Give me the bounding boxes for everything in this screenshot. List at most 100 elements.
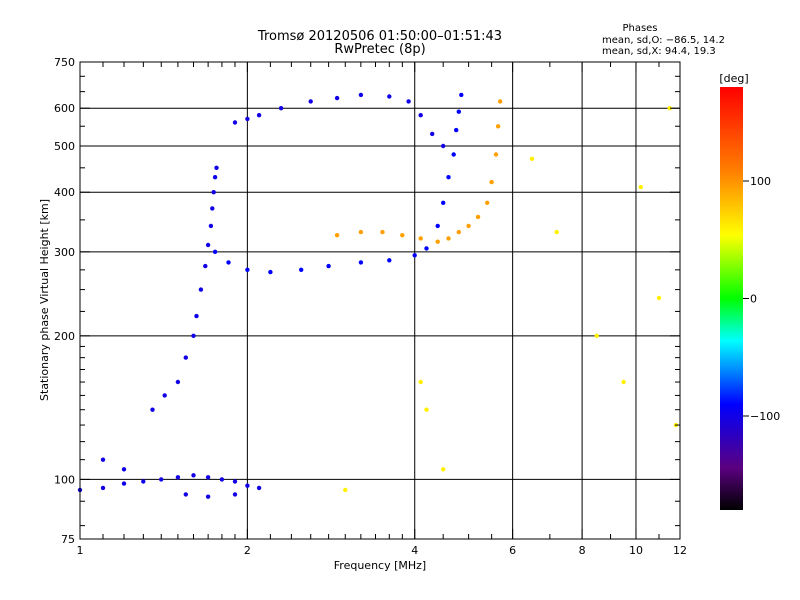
echo-point [210, 206, 215, 211]
echo-point [489, 179, 494, 185]
echo-point [183, 355, 188, 360]
y-axis-label: Stationary phase Virtual Height [km] [38, 199, 51, 401]
echo-point [191, 333, 196, 338]
y-tick-label: 300 [54, 246, 75, 259]
echo-point [175, 379, 181, 385]
colorbar-tick-label: −100 [750, 410, 780, 423]
echo-point [466, 223, 471, 229]
echo-point [498, 99, 503, 104]
echo-point [343, 487, 348, 493]
x-tick-label: 6 [509, 544, 516, 557]
echo-point [219, 477, 225, 482]
plot-frame [79, 61, 681, 540]
y-tick-label: 75 [61, 533, 75, 546]
echo-point [141, 479, 146, 484]
echo-point [183, 492, 188, 497]
echo-point [418, 236, 423, 241]
phases-title: Phases [622, 23, 657, 34]
echo-point [554, 229, 559, 235]
echo-point [194, 313, 199, 319]
echo-point [245, 267, 250, 272]
x-tick-label: 8 [579, 544, 586, 557]
echo-point [256, 485, 262, 491]
colorbar-tick-label: 0 [750, 293, 757, 306]
y-tick-label: 100 [54, 473, 75, 486]
echo-point [446, 236, 451, 241]
echo-point [245, 116, 250, 122]
echo-point [121, 467, 127, 472]
echo-point [441, 143, 446, 149]
echo-point [208, 223, 214, 229]
chart-subtitle: RwPretec (8p) [334, 42, 425, 57]
echo-point [268, 269, 273, 275]
echo-point [334, 95, 340, 101]
echo-point [203, 263, 208, 269]
echo-points [77, 92, 679, 499]
echo-point [424, 407, 429, 412]
y-tick-label: 600 [54, 102, 75, 115]
echo-point [418, 113, 423, 118]
echo-point [430, 131, 435, 137]
echo-point [256, 113, 262, 118]
grid [80, 62, 680, 539]
echo-point [495, 124, 501, 129]
y-tick-label: 200 [54, 330, 75, 343]
echo-point [435, 223, 440, 229]
echo-point [205, 475, 211, 480]
echo-point [150, 407, 155, 412]
echo-point [175, 475, 181, 480]
echo-point [621, 379, 626, 385]
echo-point [380, 229, 385, 235]
echo-point [159, 477, 164, 482]
echo-point [299, 267, 304, 272]
x-tick-label: 2 [244, 544, 251, 557]
y-tick-label: 400 [54, 186, 75, 199]
echo-point [638, 184, 643, 190]
echo-point [334, 233, 340, 238]
x-tick-label: 12 [673, 544, 687, 557]
echo-point [308, 99, 313, 104]
echo-point [212, 175, 218, 180]
colorbar-label: [deg] [719, 72, 748, 85]
chart-title: Tromsø 20120506 01:50:00–01:51:43 [257, 29, 502, 44]
echo-point [387, 94, 392, 99]
echo-point [454, 127, 459, 133]
colorbar-ticks: 100 0 −100 [743, 175, 780, 423]
echo-point [441, 200, 446, 205]
echo-point [232, 479, 238, 484]
echo-point [358, 260, 364, 265]
echo-point [475, 214, 481, 220]
echo-point [205, 494, 211, 499]
echo-point [435, 239, 440, 244]
echo-point [424, 246, 429, 251]
echo-point [278, 106, 284, 111]
echo-point [446, 175, 451, 180]
echo-point [358, 92, 364, 98]
echo-point [485, 200, 490, 205]
echo-point [418, 379, 423, 385]
echo-point [162, 393, 167, 398]
echo-point [400, 233, 405, 238]
phases-line-x: mean, sd,X: 94.4, 19.3 [602, 46, 716, 57]
colorbar [720, 87, 743, 510]
echo-point [212, 249, 218, 254]
echo-point [191, 473, 196, 478]
echo-point [226, 260, 231, 265]
echo-point [387, 258, 392, 263]
y-tick-label: 500 [54, 140, 75, 153]
echo-point [232, 120, 238, 125]
echo-point [214, 165, 219, 170]
echo-point [456, 229, 461, 235]
echo-point [594, 333, 599, 338]
echo-point [245, 483, 250, 488]
echo-point [232, 492, 238, 497]
echo-point [121, 481, 127, 486]
x-tick-label: 10 [629, 544, 643, 557]
echo-point [406, 99, 411, 104]
echo-point [441, 467, 446, 472]
echo-point [358, 229, 364, 235]
echo-point [326, 263, 331, 269]
echo-point [656, 295, 662, 301]
